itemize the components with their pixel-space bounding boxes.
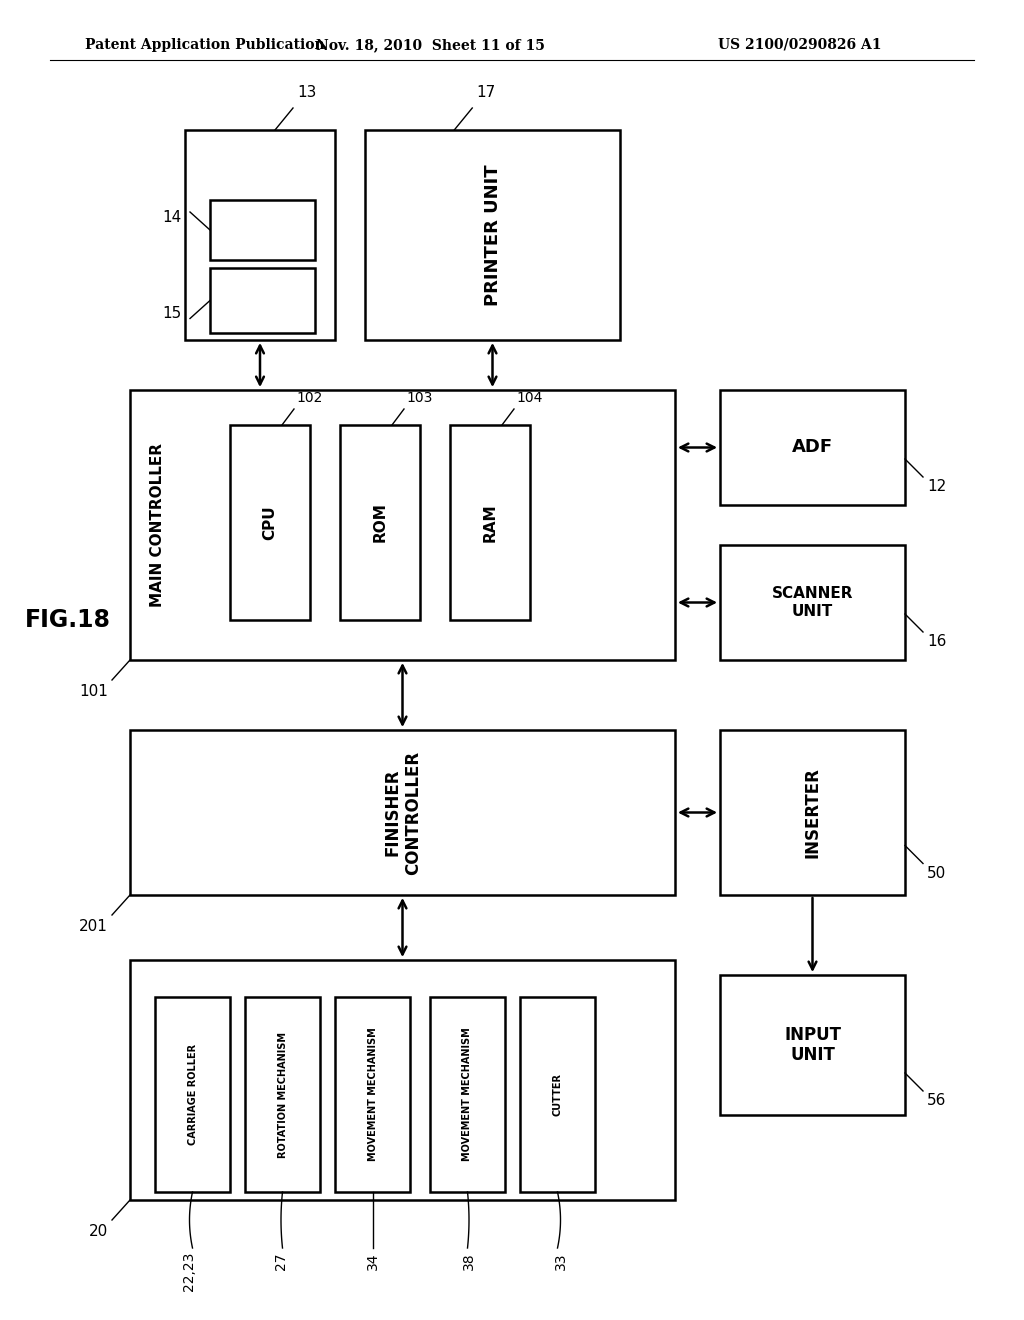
Text: CARRIAGE ROLLER: CARRIAGE ROLLER [187,1044,198,1144]
Text: INSERTER: INSERTER [804,767,821,858]
Bar [230,425,310,620]
Text: MOVEMENT MECHANISM: MOVEMENT MECHANISM [368,1028,378,1162]
Text: MAIN CONTROLLER: MAIN CONTROLLER [151,444,166,607]
Bar [245,997,319,1192]
Text: 201: 201 [79,919,108,935]
Bar [430,997,505,1192]
Bar [210,201,315,260]
Text: ROM: ROM [373,503,387,543]
Text: RAM: RAM [482,503,498,541]
Bar [720,545,905,660]
Text: SCANNER
UNIT: SCANNER UNIT [772,586,853,619]
Bar [130,389,675,660]
Bar [720,730,905,895]
Text: FIG.18: FIG.18 [25,609,111,632]
Text: 102: 102 [296,391,323,405]
Text: 12: 12 [927,479,946,494]
Bar [450,425,530,620]
Bar [520,997,595,1192]
Text: CPU: CPU [262,506,278,540]
Text: MOVEMENT MECHANISM: MOVEMENT MECHANISM [463,1028,472,1162]
Bar [335,997,410,1192]
Text: 56: 56 [927,1093,946,1107]
Text: 16: 16 [927,634,946,649]
Text: 22,23: 22,23 [182,1251,197,1291]
Text: 34: 34 [366,1251,380,1270]
Text: 50: 50 [927,866,946,880]
Bar [130,960,675,1200]
Text: FINISHER
CONTROLLER: FINISHER CONTROLLER [383,751,422,875]
Text: 104: 104 [516,391,543,405]
Text: 14: 14 [163,210,182,224]
Bar [720,975,905,1115]
Text: 15: 15 [163,305,182,321]
Text: 17: 17 [476,84,496,100]
Text: PRINTER UNIT: PRINTER UNIT [483,164,502,306]
Text: 27: 27 [274,1251,288,1270]
Text: INPUT
UNIT: INPUT UNIT [784,1026,841,1064]
Text: 103: 103 [406,391,432,405]
Text: CUTTER: CUTTER [553,1073,562,1115]
Text: US 2100/0290826 A1: US 2100/0290826 A1 [718,38,882,51]
Text: 33: 33 [554,1251,567,1270]
Bar [155,997,230,1192]
Text: 20: 20 [89,1224,108,1239]
Bar [720,389,905,506]
Text: 38: 38 [462,1251,476,1270]
Text: ROTATION MECHANISM: ROTATION MECHANISM [278,1031,288,1158]
Bar [365,129,620,341]
Text: Patent Application Publication: Patent Application Publication [85,38,325,51]
Text: Nov. 18, 2010  Sheet 11 of 15: Nov. 18, 2010 Sheet 11 of 15 [315,38,545,51]
Bar [340,425,420,620]
Bar [130,730,675,895]
Bar [185,129,335,341]
Bar [210,268,315,333]
Text: ADF: ADF [792,438,834,457]
Text: 13: 13 [297,84,316,100]
Text: 101: 101 [79,684,108,700]
